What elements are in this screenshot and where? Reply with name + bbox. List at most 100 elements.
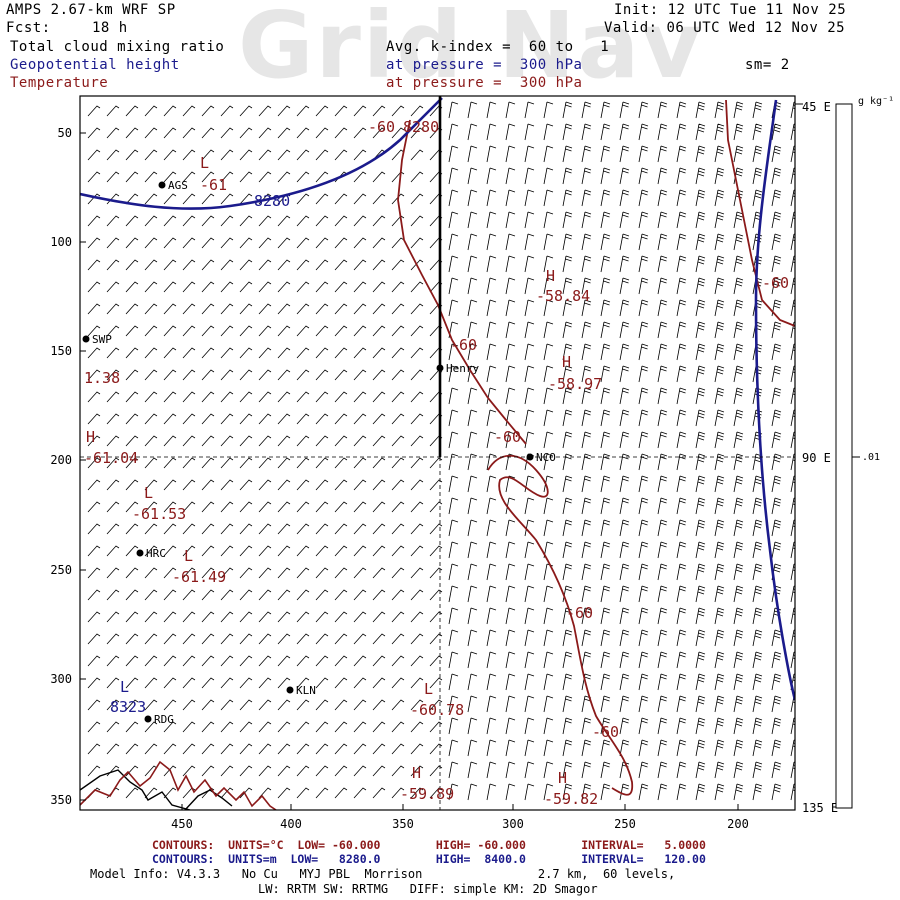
wind-barb	[467, 387, 478, 405]
wind-barb	[391, 655, 405, 667]
wind-barb	[581, 629, 592, 647]
wind-barb	[505, 739, 516, 757]
wind-barb	[296, 391, 310, 403]
wind-barb	[334, 105, 348, 117]
wind-barb	[695, 739, 706, 757]
wind-barb	[277, 765, 291, 777]
wind-barb	[581, 431, 592, 449]
wind-barb	[581, 255, 592, 273]
wind-barb	[182, 435, 196, 447]
wind-barb	[125, 523, 139, 535]
wind-barb	[239, 677, 253, 689]
wind-barb	[543, 519, 554, 537]
wind-barb	[752, 211, 763, 229]
wind-barb	[771, 761, 782, 779]
wind-barb	[239, 369, 253, 381]
wind-barb	[638, 365, 649, 383]
wind-barb	[277, 149, 291, 161]
wind-barb	[410, 325, 424, 337]
wind-barb	[315, 171, 329, 183]
wind-barb	[448, 717, 459, 735]
wind-barb	[372, 369, 386, 381]
wind-barb	[315, 501, 329, 513]
wind-barb	[467, 497, 478, 515]
wind-barb	[714, 255, 725, 273]
wind-barb	[600, 233, 611, 251]
wind-barb	[410, 743, 424, 755]
wind-barb	[543, 233, 554, 251]
wind-barb	[543, 277, 554, 295]
wind-barb	[467, 189, 478, 207]
wind-barb	[543, 607, 554, 625]
wind-barb	[239, 589, 253, 601]
wind-barb	[562, 717, 573, 735]
wind-barb	[733, 607, 744, 625]
wind-barb	[353, 259, 367, 271]
wind-barb	[581, 585, 592, 603]
wind-barb	[600, 629, 611, 647]
wind-barb	[163, 523, 177, 535]
wind-barb	[486, 607, 497, 625]
wind-barb	[125, 545, 139, 557]
wind-barb	[239, 457, 253, 469]
wind-barb	[220, 523, 234, 535]
wind-barb	[619, 563, 630, 581]
wind-barb	[201, 435, 215, 447]
wind-barbs	[87, 101, 795, 801]
wind-barb	[714, 629, 725, 647]
wind-barb	[619, 365, 630, 383]
wind-barb	[334, 567, 348, 579]
wind-barb	[353, 545, 367, 557]
wind-barb	[277, 457, 291, 469]
wind-barb	[201, 259, 215, 271]
wind-barb	[695, 409, 706, 427]
wind-barb	[619, 783, 630, 801]
wind-barb	[296, 589, 310, 601]
wind-barb	[125, 171, 139, 183]
wind-barb	[505, 365, 516, 383]
field-cloud: Total cloud mixing ratio	[10, 39, 225, 55]
wind-barb	[524, 563, 535, 581]
wind-barb	[524, 299, 535, 317]
wind-barb	[714, 431, 725, 449]
wind-barb	[676, 585, 687, 603]
wind-barb	[467, 299, 478, 317]
wind-barb	[277, 413, 291, 425]
wind-barb	[524, 475, 535, 493]
wind-barb	[429, 787, 443, 799]
wind-barb	[752, 387, 763, 405]
wind-barb	[600, 321, 611, 339]
wind-barb	[581, 233, 592, 251]
wind-barb	[296, 259, 310, 271]
wind-barb	[277, 611, 291, 623]
wind-barb	[391, 259, 405, 271]
temp-low-3-value: -60.78	[410, 701, 464, 719]
wind-barb	[258, 105, 272, 117]
wind-barb	[524, 783, 535, 801]
wind-barb	[239, 721, 253, 733]
wind-barb	[353, 677, 367, 689]
wind-barb	[733, 563, 744, 581]
wind-barb	[448, 563, 459, 581]
wind-barb	[239, 193, 253, 205]
station-dot-rdg	[144, 715, 152, 723]
wind-barb	[714, 761, 725, 779]
wind-barb	[657, 101, 668, 119]
wind-barb	[239, 655, 253, 667]
wind-barb	[87, 787, 101, 799]
wind-barb	[315, 545, 329, 557]
wind-barb	[505, 277, 516, 295]
wind-barb	[201, 391, 215, 403]
colorbar: .01 g kg⁻¹	[835, 96, 894, 809]
wind-barb	[714, 783, 725, 801]
wind-barb	[106, 721, 120, 733]
wind-barb	[163, 259, 177, 271]
wind-barb	[562, 409, 573, 427]
wind-barb	[182, 347, 196, 359]
wind-barb	[562, 475, 573, 493]
wind-barb	[258, 589, 272, 601]
wind-barb	[676, 123, 687, 141]
wind-barb	[296, 655, 310, 667]
wind-barb	[106, 171, 120, 183]
wind-barb	[239, 611, 253, 623]
